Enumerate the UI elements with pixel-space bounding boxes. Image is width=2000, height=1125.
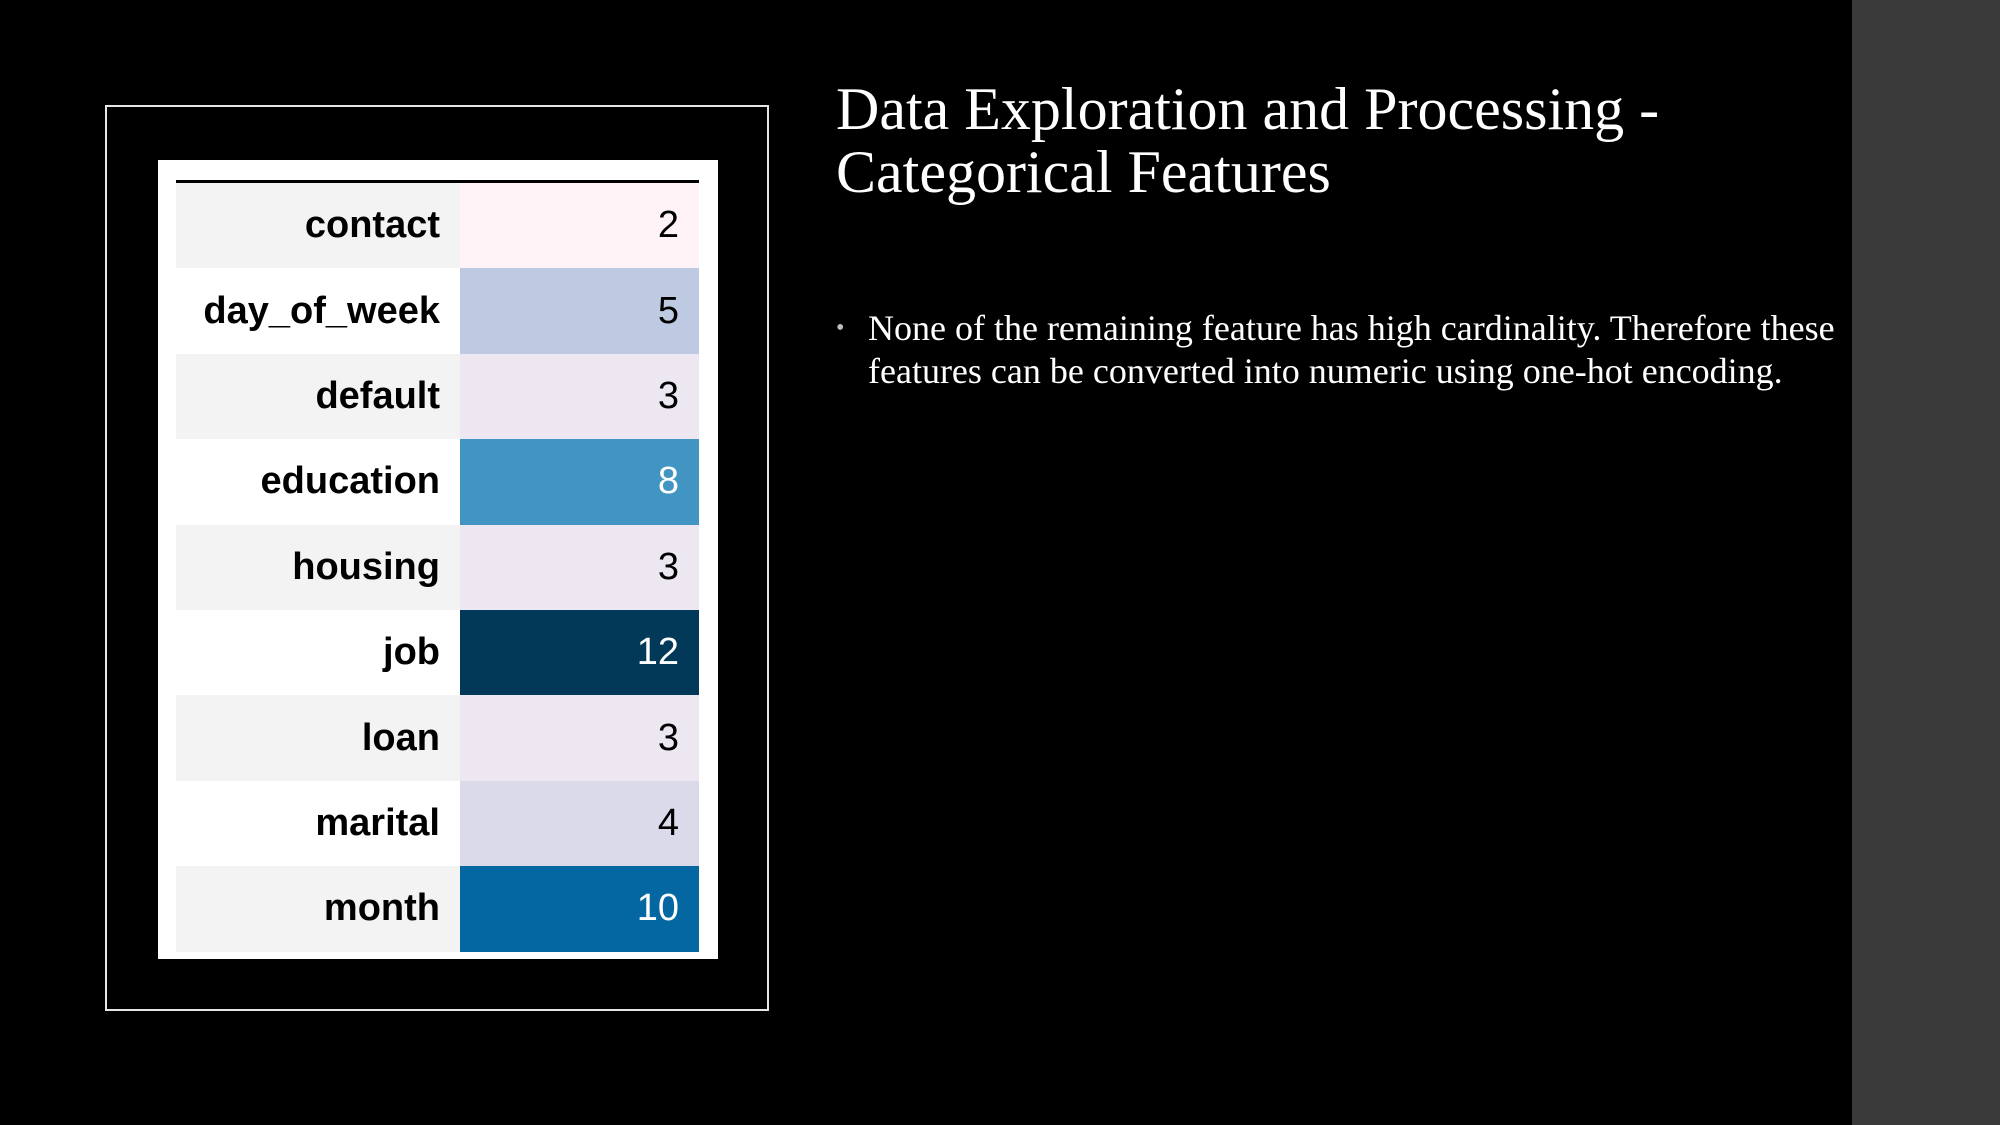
table-row: marital 4 (176, 780, 699, 867)
row-value-cell: 2 (460, 183, 699, 269)
row-value-cell: 3 (460, 695, 699, 781)
table-row: month 10 (176, 866, 699, 952)
row-value-cell: 3 (460, 353, 699, 440)
bullet-item: • None of the remaining feature has high … (836, 307, 1836, 393)
table-top-rule (176, 180, 699, 183)
row-label: month (176, 866, 460, 952)
table-row: default 3 (176, 353, 699, 440)
picture-frame (105, 105, 769, 1011)
row-label: marital (176, 780, 460, 867)
bullet-list: • None of the remaining feature has high … (836, 307, 1836, 393)
table-row: job 12 (176, 609, 699, 696)
row-value-cell: 4 (460, 780, 699, 867)
row-value-cell: 5 (460, 268, 699, 354)
bullet-dot-icon: • (836, 315, 845, 341)
row-label: contact (176, 183, 460, 269)
row-value-cell: 8 (460, 439, 699, 525)
side-accent-band (1852, 0, 2000, 1125)
bullet-text: None of the remaining feature has high c… (868, 308, 1835, 391)
table-row: contact 2 (176, 183, 699, 269)
table-row: housing 3 (176, 524, 699, 610)
cardinality-table: contact 2 day_of_week 5 default 3 education 8 ho… (158, 160, 718, 959)
table-row: loan 3 (176, 695, 699, 781)
row-label: job (176, 609, 460, 696)
row-value-cell: 3 (460, 524, 699, 610)
row-value-cell: 12 (460, 609, 699, 696)
table-row: education 8 (176, 439, 699, 525)
row-label: loan (176, 695, 460, 781)
table-row: day_of_week 5 (176, 268, 699, 354)
row-label: housing (176, 524, 460, 610)
table-body: contact 2 day_of_week 5 default 3 education 8 ho… (176, 183, 699, 952)
row-label: default (176, 353, 460, 440)
row-value-cell: 10 (460, 866, 699, 952)
row-label: day_of_week (176, 268, 460, 354)
row-label: education (176, 439, 460, 525)
slide-title: Data Exploration and Processing - Catego… (836, 76, 1660, 205)
